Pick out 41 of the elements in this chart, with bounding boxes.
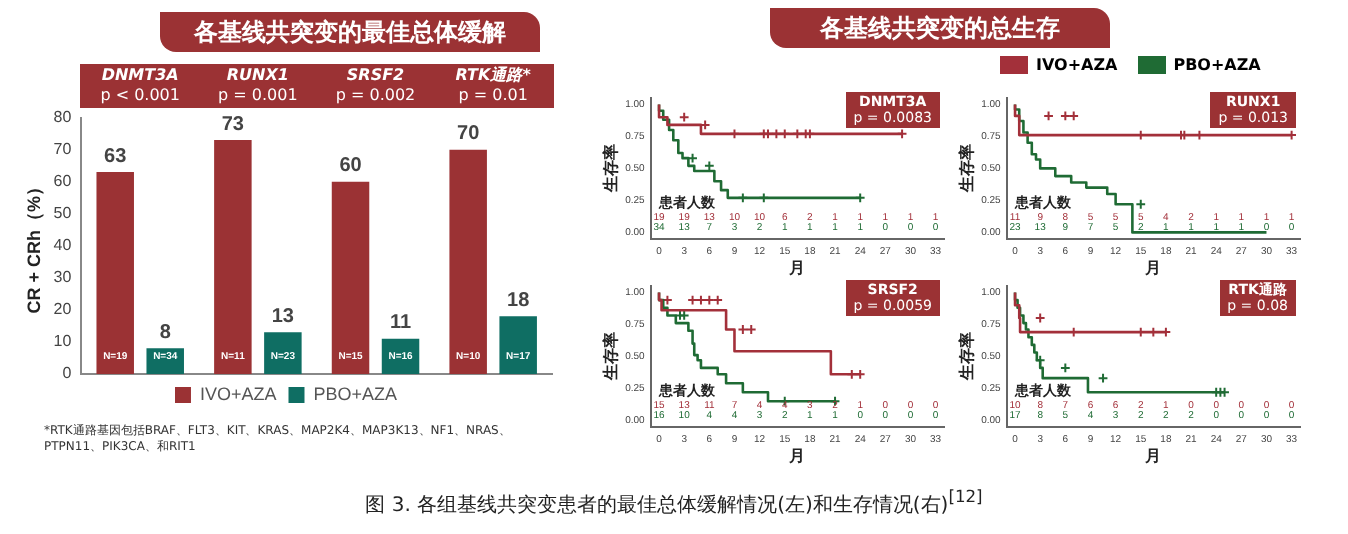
- y-axis-title: 生存率: [956, 144, 977, 195]
- x-tick-label: RTK通路*: [455, 66, 531, 84]
- x-tick-label: DNMT3A: [101, 66, 179, 84]
- data-label: 13: [271, 305, 295, 328]
- y-axis-title: 生存率: [600, 332, 621, 383]
- data-label: 18: [507, 289, 531, 312]
- legend-label: IVO+AZA: [1036, 56, 1118, 74]
- y-tick-label: 60: [53, 172, 73, 191]
- legend-label: PBO+AZA: [313, 383, 398, 404]
- y-axis-title: 生存率: [600, 144, 621, 195]
- x-tick-label: RUNX1: [226, 66, 289, 84]
- y-tick-label: 0: [62, 364, 73, 383]
- data-label: 60: [339, 155, 363, 178]
- x-axis-title: 月: [1143, 446, 1162, 465]
- x-tick-label: SRSF2: [346, 66, 405, 84]
- chart-title: 各基线共突变的总生存: [770, 8, 1110, 48]
- x-axis-title: 月: [1143, 258, 1162, 277]
- y-tick-label: 70: [53, 140, 73, 159]
- data-label: 63: [104, 145, 128, 168]
- text: p = 0.01: [458, 86, 528, 104]
- text: p = 0.001: [218, 86, 298, 104]
- chart-title: 各基线共突变的最佳总体缓解: [160, 12, 540, 52]
- legend-label: IVO+AZA: [199, 383, 277, 404]
- y-tick-label: 40: [53, 236, 73, 255]
- x-axis-title: 月: [787, 446, 806, 465]
- y-axis-title: CR + CRh（%）: [23, 178, 44, 314]
- caption: 图 3. 各组基线共突变患者的最佳总体缓解情况(左)和生存情况(右)$^{[12]}$: [363, 486, 985, 519]
- legend-label: PBO+AZA: [1173, 56, 1261, 74]
- y-axis-title: 生存率: [956, 332, 977, 383]
- text: p = 0.002: [335, 86, 416, 104]
- y-tick-label: 50: [53, 204, 73, 223]
- y-tick-label: 20: [53, 300, 73, 319]
- data-label: 8: [159, 321, 172, 344]
- y-tick-label: 30: [53, 268, 73, 287]
- y-tick-label: 10: [53, 332, 73, 351]
- data-label: 70: [457, 123, 481, 146]
- text: p < 0.001: [100, 86, 180, 104]
- y-tick-label: 80: [53, 108, 73, 127]
- data-label: 11: [389, 312, 412, 335]
- x-axis-title: 月: [787, 258, 806, 277]
- data-label: 73: [221, 113, 245, 136]
